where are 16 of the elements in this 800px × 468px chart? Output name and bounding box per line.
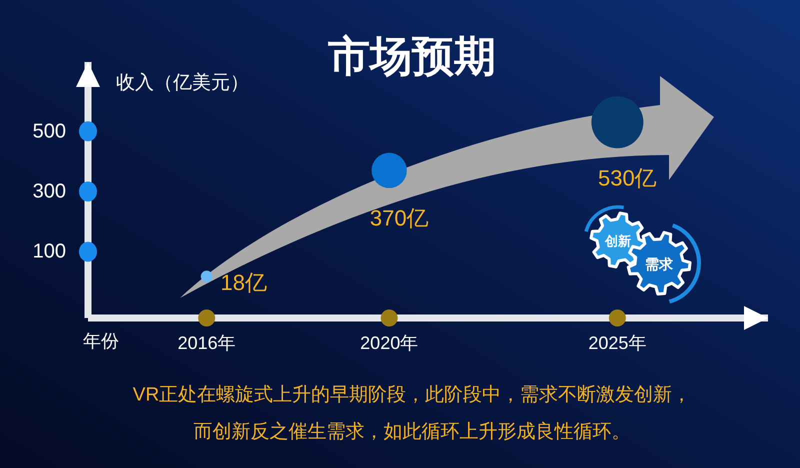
annotation: 创新 [604, 234, 631, 248]
y-tick-label: 500 [32, 120, 66, 142]
annotation: 需求 [645, 256, 674, 272]
y-tick-label: 100 [32, 240, 66, 263]
y-tick-label: 300 [32, 180, 66, 203]
data-label: 370亿 [370, 206, 429, 231]
text: 而创新反之催生需求，如此循环上升形成良性循环。 [194, 420, 630, 442]
text: VR正处在螺旋式上升的早期阶段，此阶段中，需求不断激发创新， [132, 384, 692, 406]
data-label: 530亿 [598, 166, 657, 191]
x-tick-label: 2025年 [588, 333, 646, 353]
x-axis-title: 年份 [83, 331, 119, 351]
chart-title: 市场预期 [327, 32, 496, 80]
data-label: 18亿 [220, 270, 267, 295]
x-tick-label: 2020年 [360, 333, 418, 353]
x-tick-label: 2016年 [178, 333, 236, 353]
y-axis-title: 收入（亿美元） [116, 72, 249, 94]
